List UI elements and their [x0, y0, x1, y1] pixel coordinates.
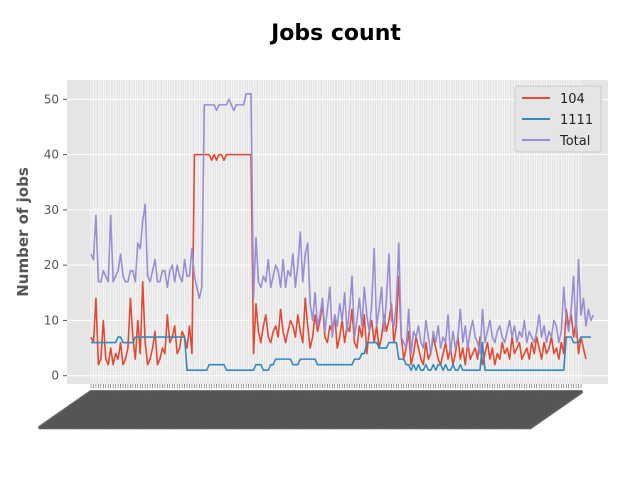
- x-tick-label: [528, 390, 583, 430]
- legend: 104 1111 Total: [514, 85, 602, 153]
- legend-label-1111: 1111: [560, 113, 593, 128]
- legend-label-104: 104: [560, 92, 585, 107]
- y-tick-label: 10: [44, 313, 59, 327]
- legend-label-total: Total: [559, 134, 590, 149]
- x-tick-labels: [38, 384, 583, 430]
- y-tick-label: 20: [44, 258, 59, 272]
- series-line-1111: [91, 336, 591, 371]
- series-lines: [90, 93, 595, 371]
- y-tick-label: 40: [44, 148, 59, 162]
- series-line-104: [90, 153, 587, 366]
- y-axis-label: Number of jobs: [14, 167, 32, 297]
- chart-title: Jobs count: [269, 21, 401, 46]
- series-line-total: [90, 93, 595, 355]
- y-tick-label: 0: [51, 369, 59, 383]
- y-tick-label: 30: [44, 203, 59, 217]
- y-tick-label: 50: [44, 92, 59, 106]
- legend-box: [514, 85, 602, 153]
- y-tick-labels: 0 10 20 30 40 50: [44, 92, 67, 383]
